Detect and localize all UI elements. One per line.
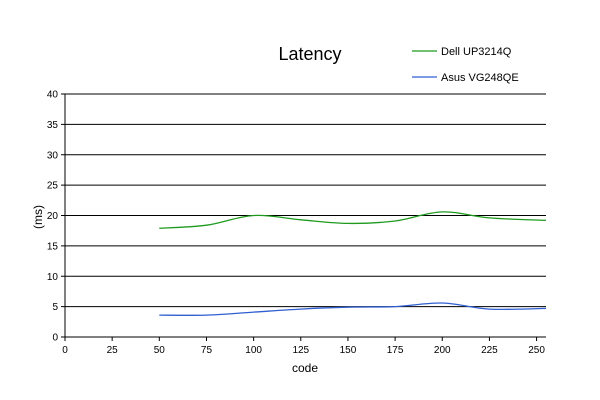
y-tick-label: 30 — [47, 150, 59, 161]
data-point — [346, 306, 349, 309]
data-point — [394, 219, 397, 222]
data-point — [441, 210, 444, 213]
y-tick-label: 40 — [47, 90, 59, 101]
chart-title: Latency — [278, 44, 341, 64]
x-tick-label: 150 — [340, 345, 357, 356]
y-axis-label: (ms) — [31, 205, 45, 229]
x-axis-label: code — [292, 361, 318, 375]
y-tick-label: 10 — [47, 272, 59, 283]
data-point — [545, 307, 548, 310]
data-point — [545, 219, 548, 222]
data-point — [394, 305, 397, 308]
data-point — [441, 301, 444, 304]
x-tick-label: 75 — [201, 345, 213, 356]
data-point — [158, 314, 161, 317]
data-point — [488, 216, 491, 219]
y-tick-label: 15 — [47, 241, 59, 252]
data-point — [488, 308, 491, 311]
data-point — [158, 227, 161, 230]
y-tick-label: 0 — [52, 333, 58, 344]
legend-label-dell: Dell UP3214Q — [441, 46, 512, 58]
y-ticks: 0 5 10 15 20 25 30 35 40 — [47, 90, 65, 344]
legend: Dell UP3214Q Asus VG248QE — [412, 46, 519, 84]
data-point — [299, 218, 302, 221]
data-point — [346, 222, 349, 225]
x-tick-label: 175 — [387, 345, 404, 356]
data-point — [252, 311, 255, 314]
data-point — [205, 224, 208, 227]
x-tick-label: 100 — [245, 345, 262, 356]
series-layer — [158, 210, 548, 317]
x-tick-label: 50 — [154, 345, 166, 356]
data-point — [299, 308, 302, 311]
y-tick-label: 25 — [47, 181, 59, 192]
x-tick-label: 25 — [107, 345, 119, 356]
x-tick-label: 125 — [292, 345, 309, 356]
series-line-1 — [159, 302, 547, 316]
x-tick-label: 0 — [62, 345, 68, 356]
gridlines — [65, 93, 546, 308]
x-tick-label: 225 — [481, 345, 498, 356]
y-tick-label: 20 — [47, 211, 59, 222]
data-point — [205, 314, 208, 317]
y-tick-label: 5 — [52, 302, 58, 313]
x-tick-label: 200 — [434, 345, 451, 356]
legend-label-asus: Asus VG248QE — [441, 72, 519, 84]
y-tick-label: 35 — [47, 120, 59, 131]
series-line-0 — [159, 211, 547, 229]
data-point — [252, 214, 255, 217]
x-tick-label: 250 — [528, 345, 545, 356]
x-ticks: 0 25 50 75 100 125 150 175 200 225 250 — [62, 337, 545, 356]
